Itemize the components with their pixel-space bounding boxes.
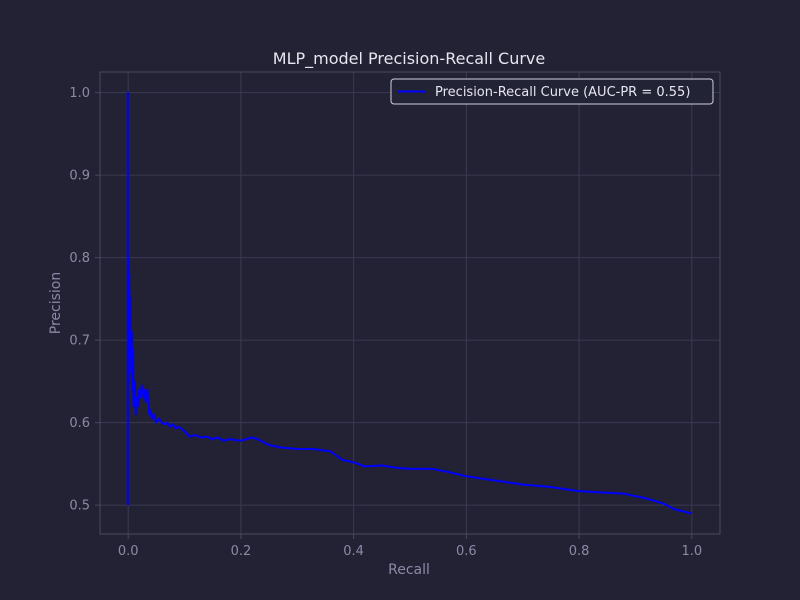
x-tick-label: 1.0 [681, 544, 702, 559]
plot-area [100, 72, 720, 534]
series-line [127, 91, 693, 515]
y-tick-label: 0.7 [69, 334, 90, 349]
x-axis-label: Recall [388, 562, 430, 578]
legend-box [390, 78, 714, 105]
x-tick-label: 0.2 [231, 544, 252, 559]
x-tick-label: 0.8 [569, 544, 590, 559]
y-tick-label: 0.6 [69, 416, 90, 431]
y-tick-label: 0.9 [69, 169, 90, 184]
y-tick-label: 0.8 [69, 251, 90, 266]
y-tick-label: 1.0 [69, 86, 90, 101]
plot-frame [99, 71, 721, 535]
y-tick-label: 0.5 [69, 499, 90, 514]
x-tick-label: 0.4 [343, 544, 364, 559]
legend: Precision-Recall Curve (AUC-PR = 0.55) [390, 78, 714, 105]
x-axis: 0.0 0.2 0.4 0.6 0.8 1.0 [118, 534, 702, 559]
legend-label: Precision-Recall Curve (AUC-PR = 0.55) [435, 85, 690, 100]
x-tick-label: 0.6 [456, 544, 477, 559]
x-tick-label: 0.0 [118, 544, 139, 559]
y-axis: 0.5 0.6 0.7 0.8 0.9 1.0 [69, 86, 100, 514]
y-axis-label: Precision [48, 272, 64, 334]
chart-title: MLP_model Precision-Recall Curve [273, 49, 545, 69]
grid [100, 72, 720, 534]
